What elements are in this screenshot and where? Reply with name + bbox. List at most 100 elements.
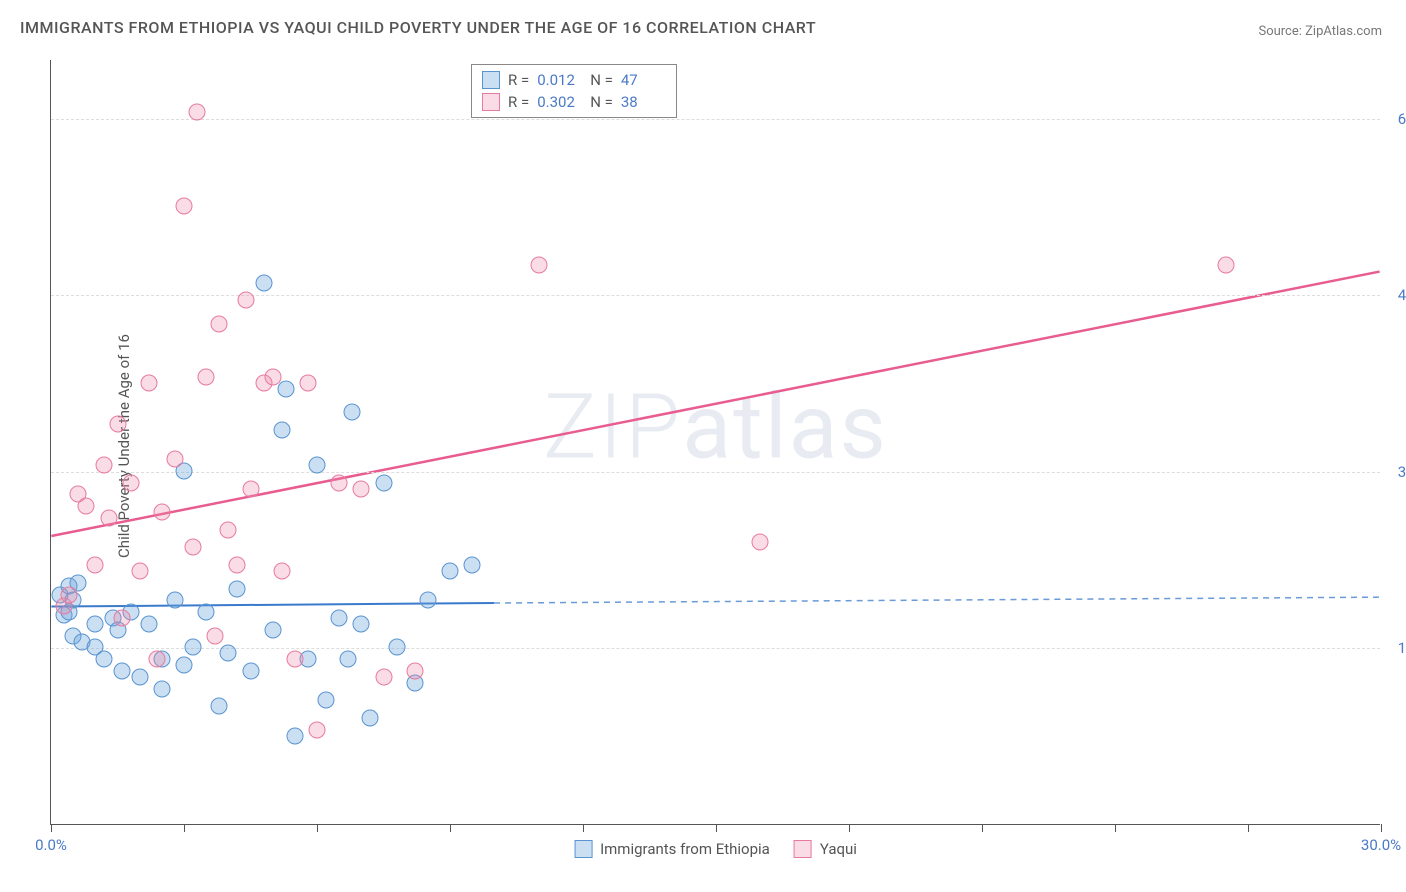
legend-r-label: R = — [508, 93, 529, 111]
data-point — [87, 557, 104, 574]
legend-n-value: 38 — [621, 93, 666, 111]
data-point — [375, 474, 392, 491]
x-tick — [184, 824, 185, 832]
x-tick — [1115, 824, 1116, 832]
data-point — [167, 451, 184, 468]
legend-n-label: N = — [590, 71, 613, 89]
data-point — [167, 592, 184, 609]
data-point — [184, 539, 201, 556]
legend-n-value: 47 — [621, 71, 666, 89]
data-point — [109, 415, 126, 432]
data-point — [242, 663, 259, 680]
y-tick-label: 30.0% — [1398, 463, 1406, 481]
data-point — [113, 610, 130, 627]
data-point — [255, 274, 272, 291]
data-point — [286, 651, 303, 668]
gridline — [51, 119, 1380, 120]
legend-swatch — [574, 840, 592, 858]
data-point — [317, 692, 334, 709]
data-point — [1217, 256, 1234, 273]
data-point — [309, 457, 326, 474]
data-point — [87, 615, 104, 632]
data-point — [189, 103, 206, 120]
x-tick — [583, 824, 584, 832]
data-point — [331, 610, 348, 627]
data-point — [198, 368, 215, 385]
data-point — [277, 380, 294, 397]
data-point — [375, 668, 392, 685]
x-tick — [716, 824, 717, 832]
data-point — [176, 657, 193, 674]
data-point — [211, 315, 228, 332]
x-tick — [849, 824, 850, 832]
data-point — [229, 557, 246, 574]
data-point — [153, 680, 170, 697]
data-point — [220, 645, 237, 662]
data-point — [242, 480, 259, 497]
legend-row: R = 0.012 N = 47 — [482, 69, 666, 91]
data-point — [122, 474, 139, 491]
data-point — [273, 562, 290, 579]
data-point — [149, 651, 166, 668]
x-tick — [51, 824, 52, 832]
source-attribution: Source: ZipAtlas.com — [1258, 24, 1382, 39]
data-point — [286, 727, 303, 744]
data-point — [264, 621, 281, 638]
data-point — [220, 521, 237, 538]
legend-label: Yaqui — [820, 840, 857, 858]
x-tick — [317, 824, 318, 832]
x-tick — [1248, 824, 1249, 832]
legend-swatch — [482, 93, 500, 111]
data-point — [353, 615, 370, 632]
gridline — [51, 472, 1380, 473]
data-point — [140, 374, 157, 391]
data-point — [331, 474, 348, 491]
y-tick-label: 45.0% — [1398, 286, 1406, 304]
data-point — [406, 663, 423, 680]
data-point — [184, 639, 201, 656]
x-tick — [450, 824, 451, 832]
data-point — [442, 562, 459, 579]
data-point — [388, 639, 405, 656]
x-tick — [982, 824, 983, 832]
gridline — [51, 648, 1380, 649]
data-point — [100, 510, 117, 527]
data-point — [229, 580, 246, 597]
data-point — [78, 498, 95, 515]
y-tick-label: 15.0% — [1398, 639, 1406, 657]
data-point — [264, 368, 281, 385]
correlation-legend: R = 0.012 N = 47 R =0.302N =38 — [471, 64, 677, 118]
data-point — [344, 404, 361, 421]
legend-swatch — [482, 71, 500, 89]
data-point — [300, 374, 317, 391]
data-point — [340, 651, 357, 668]
legend-row: R =0.302N =38 — [482, 91, 666, 113]
data-point — [362, 710, 379, 727]
chart-title: IMMIGRANTS FROM ETHIOPIA VS YAQUI CHILD … — [20, 18, 816, 37]
legend-r-value: 0.012 — [537, 71, 582, 89]
data-point — [131, 562, 148, 579]
data-point — [530, 256, 547, 273]
data-point — [464, 557, 481, 574]
data-point — [273, 421, 290, 438]
data-point — [207, 627, 224, 644]
data-point — [113, 663, 130, 680]
legend-swatch — [794, 840, 812, 858]
x-tick — [1381, 824, 1382, 832]
data-point — [96, 457, 113, 474]
data-point — [752, 533, 769, 550]
scatter-plot: ZIPatlas R =0.012N =47R =0.302N =38 Immi… — [50, 60, 1380, 825]
data-point — [96, 651, 113, 668]
data-point — [140, 615, 157, 632]
data-point — [211, 698, 228, 715]
y-tick-label: 60.0% — [1398, 110, 1406, 128]
data-point — [419, 592, 436, 609]
data-point — [131, 668, 148, 685]
x-tick-label: 30.0% — [1361, 836, 1401, 854]
data-point — [60, 586, 77, 603]
legend-r-label: R = — [508, 71, 529, 89]
data-point — [176, 198, 193, 215]
data-point — [153, 504, 170, 521]
data-point — [353, 480, 370, 497]
legend-item: Yaqui — [794, 840, 857, 858]
